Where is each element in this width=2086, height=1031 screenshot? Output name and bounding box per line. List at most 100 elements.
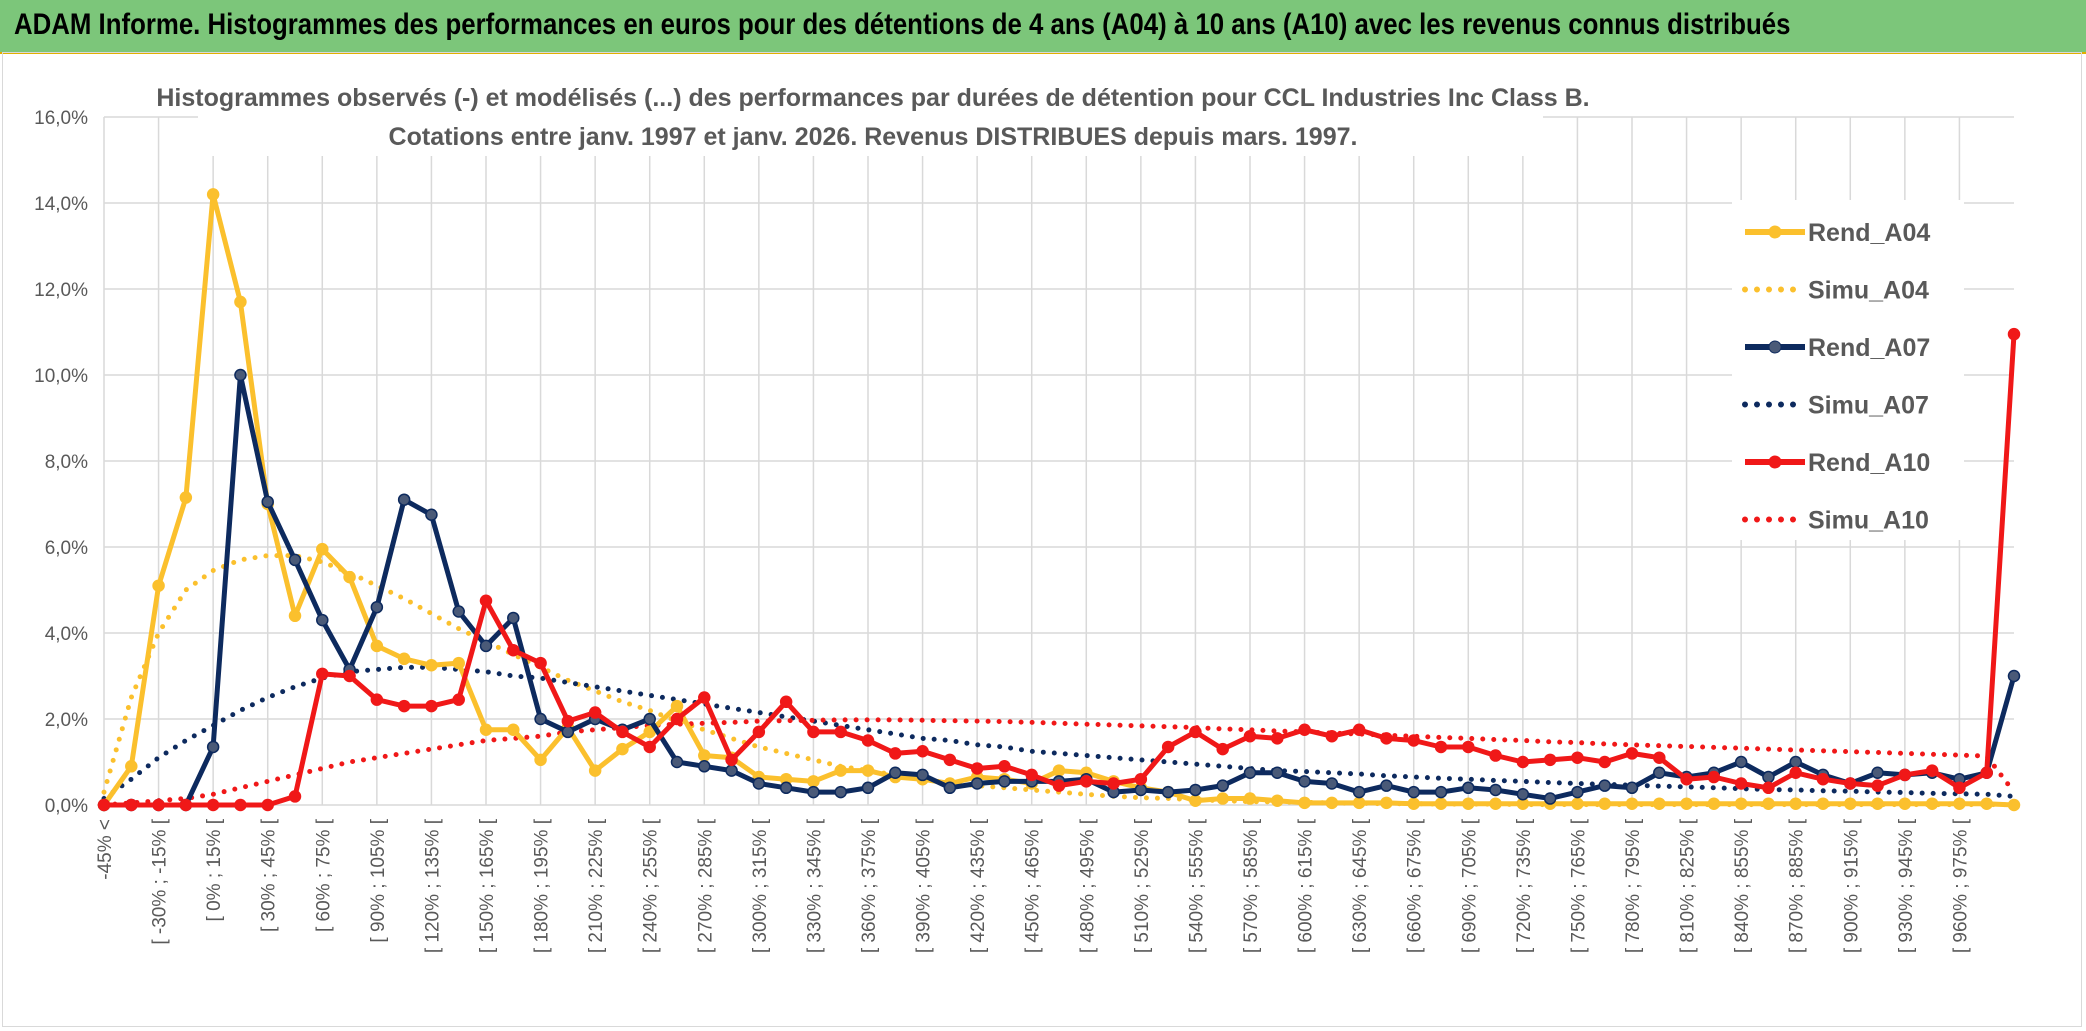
x-tick-label: [ 930% ; 945% [ (1896, 818, 1917, 953)
data-point-Rend_A07 (698, 760, 711, 773)
legend-marker-Rend_A10 (1768, 455, 1782, 469)
y-tick-label: 10,0% (34, 366, 88, 387)
data-point-Rend_A10 (1680, 772, 1693, 786)
x-tick-label: [ 480% ; 495% [ (1077, 818, 1098, 953)
data-point-Rend_A07 (807, 785, 820, 799)
series-lines (97, 188, 2021, 812)
x-tick-label: [ 540% ; 555% [ (1186, 818, 1207, 953)
data-point-Rend_A07 (452, 605, 465, 618)
data-point-Rend_A04 (834, 764, 847, 777)
data-point-Rend_A07 (1380, 779, 1393, 792)
data-point-Rend_A07 (1216, 779, 1229, 792)
data-point-Rend_A10 (1953, 781, 1966, 795)
series-line-Rend_A10 (104, 334, 2017, 808)
data-point-Rend_A04 (1434, 797, 1448, 810)
data-point-Rend_A10 (1980, 766, 1993, 779)
data-point-Rend_A04 (1844, 797, 1857, 810)
x-tick-label: [ 30% ; 45% [ (259, 818, 280, 932)
x-tick-label: [ 660% ; 675% [ (1405, 818, 1426, 953)
x-tick-label: [ 180% ; 195% [ (532, 818, 553, 953)
x-tick-label: [ 900% ; 915% [ (1841, 818, 1862, 953)
data-point-Rend_A07 (943, 781, 957, 795)
legend-label-Simu_A07: Simu_A07 (1808, 392, 1929, 420)
data-point-Rend_A07 (1434, 785, 1448, 799)
data-point-Rend_A10 (725, 753, 738, 767)
data-point-Rend_A04 (1352, 796, 1366, 810)
x-tick-label: [ 780% ; 795% [ (1623, 818, 1644, 953)
chart-frame (2, 52, 2082, 1027)
data-point-Rend_A04 (616, 742, 629, 756)
data-point-Rend_A10 (1189, 725, 1202, 739)
data-point-Rend_A10 (752, 725, 766, 739)
data-point-Rend_A07 (643, 712, 656, 726)
data-point-Rend_A07 (206, 740, 220, 754)
data-point-Rend_A10 (370, 693, 384, 706)
data-point-Rend_A10 (1707, 770, 1721, 784)
data-point-Rend_A07 (1134, 783, 1148, 797)
data-point-Rend_A04 (1734, 797, 1748, 810)
data-point-Rend_A10 (889, 747, 902, 760)
data-point-Rend_A10 (670, 712, 684, 726)
data-point-Rend_A10 (1762, 781, 1775, 795)
data-point-Rend_A07 (479, 639, 493, 653)
x-tick-label: [ 300% ; 315% [ (750, 818, 771, 953)
data-point-Rend_A07 (2007, 669, 2021, 683)
data-point-Rend_A07 (1161, 785, 1175, 799)
x-tick-label: [ 750% ; 765% [ (1568, 818, 1589, 953)
legend: Rend_A04 Simu_A04 Rend_A07 Simu_A07 Rend_A10… (1732, 200, 1964, 540)
x-tick-label: [ -30% ; -15% [ (150, 818, 171, 944)
data-point-Rend_A04 (125, 760, 138, 773)
x-tick-label: [ 840% ; 855% [ (1732, 818, 1753, 953)
y-tick-label: 16,0% (34, 108, 88, 129)
data-point-Rend_A07 (1516, 788, 1530, 801)
y-axis-tick-labels: 0,0% 2,0% 4,0% 6,0% 8,0% 10,0% 12,0% 14,0% 16,0% (34, 108, 88, 817)
y-tick-label: 4,0% (45, 624, 88, 645)
data-point-Rend_A10 (1898, 768, 1912, 782)
data-point-Rend_A07 (370, 600, 384, 614)
data-point-Rend_A10 (1516, 755, 1530, 769)
data-point-Rend_A10 (588, 706, 602, 719)
data-point-Rend_A07 (534, 712, 547, 726)
x-tick-label: [ 60% ; 75% [ (313, 818, 334, 932)
data-point-Rend_A10 (1161, 740, 1175, 754)
data-point-Rend_A04 (1980, 797, 1993, 810)
data-point-Rend_A07 (1243, 766, 1257, 779)
data-point-Rend_A10 (1543, 753, 1557, 767)
x-tick-label: [ 720% ; 735% [ (1514, 818, 1535, 953)
data-point-Rend_A07 (998, 775, 1011, 788)
data-point-Rend_A10 (1352, 723, 1366, 736)
legend-marker-Rend_A07 (1768, 340, 1782, 354)
data-point-Rend_A10 (698, 691, 711, 704)
data-point-Rend_A10 (1925, 764, 1939, 777)
data-point-Rend_A10 (1407, 734, 1420, 747)
data-point-Rend_A10 (943, 753, 957, 767)
data-point-Rend_A10 (179, 798, 193, 812)
data-point-Rend_A10 (288, 790, 302, 803)
x-tick-label: [ 600% ; 615% [ (1296, 818, 1317, 953)
data-point-Rend_A07 (861, 781, 875, 795)
data-point-Rend_A07 (1489, 783, 1502, 797)
data-point-Rend_A10 (643, 740, 656, 754)
data-point-Rend_A07 (1325, 777, 1339, 790)
data-point-Rend_A07 (316, 613, 329, 627)
data-point-Rend_A04 (1871, 797, 1884, 810)
data-point-Rend_A10 (1052, 779, 1066, 792)
data-point-Rend_A07 (1734, 755, 1748, 769)
data-point-Rend_A04 (206, 188, 220, 201)
data-point-Rend_A10 (779, 695, 793, 709)
data-point-Rend_A04 (1489, 797, 1502, 810)
data-point-Rend_A04 (1789, 797, 1802, 810)
data-point-Rend_A04 (2007, 798, 2021, 812)
data-point-Rend_A04 (588, 764, 602, 777)
data-point-Rend_A10 (1734, 777, 1748, 790)
data-point-Rend_A04 (1298, 796, 1311, 810)
data-point-Rend_A04 (152, 579, 165, 592)
data-point-Rend_A10 (616, 725, 629, 739)
data-point-Rend_A04 (1571, 797, 1584, 810)
data-point-Rend_A10 (2007, 327, 2021, 341)
data-point-Rend_A10 (1871, 779, 1884, 792)
data-point-Rend_A07 (1543, 792, 1557, 805)
data-point-Rend_A10 (807, 725, 820, 739)
data-point-Rend_A04 (1898, 797, 1912, 810)
data-point-Rend_A04 (1925, 797, 1939, 810)
